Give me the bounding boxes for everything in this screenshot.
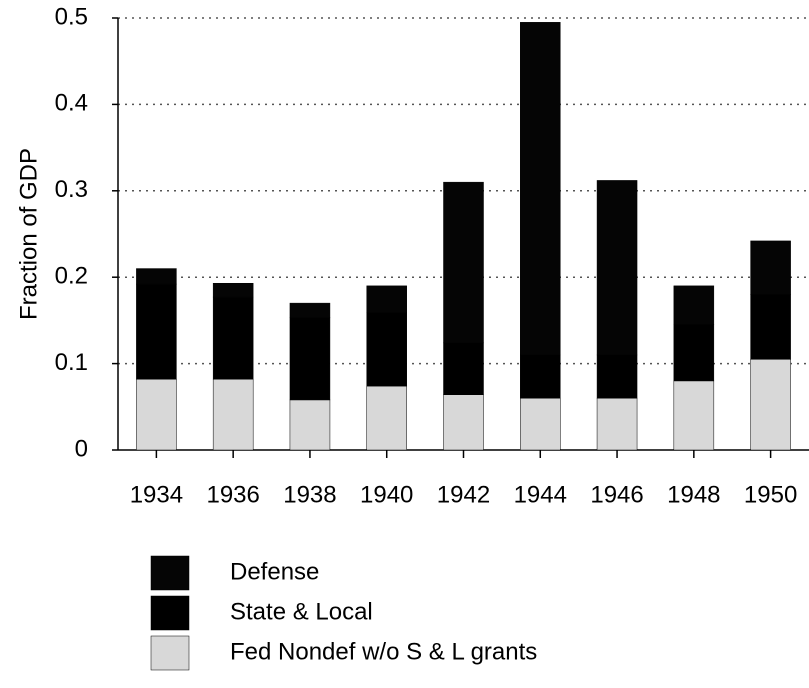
x-tick-label: 1948 bbox=[667, 481, 720, 508]
bar-segment bbox=[366, 312, 407, 387]
x-tick-label: 1934 bbox=[130, 481, 183, 508]
bar-segment bbox=[520, 397, 561, 451]
y-axis-label: Fraction of GDP bbox=[15, 148, 42, 320]
bar-segment bbox=[443, 394, 484, 451]
bar-segment bbox=[673, 285, 715, 325]
x-tick-label: 1936 bbox=[206, 481, 259, 508]
bar-segment bbox=[136, 268, 177, 285]
x-tick-label: 1942 bbox=[437, 481, 490, 508]
y-tick-label: 0.5 bbox=[55, 3, 88, 30]
bar-segment bbox=[596, 180, 638, 356]
y-tick-label: 0 bbox=[75, 435, 88, 462]
legend-swatch bbox=[150, 595, 190, 631]
x-tick-label: 1938 bbox=[283, 481, 336, 508]
bar-segment bbox=[366, 385, 407, 451]
bar-segment bbox=[750, 359, 791, 451]
bar-segment bbox=[136, 283, 177, 380]
bar-segment bbox=[136, 378, 177, 451]
bar-segment bbox=[289, 302, 331, 319]
y-tick-label: 0.4 bbox=[55, 90, 88, 117]
bar-segment bbox=[366, 285, 407, 313]
x-tick-label: 1944 bbox=[514, 481, 567, 508]
bar-segment bbox=[673, 380, 715, 451]
bar-segment bbox=[212, 378, 254, 451]
bar-segment bbox=[596, 354, 638, 399]
legend-label: Defense bbox=[230, 558, 319, 585]
bar-segment bbox=[750, 240, 791, 295]
legend-label: Fed Nondef w/o S & L grants bbox=[230, 638, 537, 665]
bar-segment bbox=[443, 342, 484, 395]
bar-segment bbox=[443, 181, 484, 344]
bar-segment bbox=[596, 397, 638, 451]
x-tick-label: 1950 bbox=[744, 481, 797, 508]
y-tick-label: 0.2 bbox=[55, 263, 88, 290]
bar-segment bbox=[520, 22, 561, 356]
bar-segment bbox=[673, 324, 715, 382]
bar-segment bbox=[212, 282, 254, 298]
bar-segment bbox=[289, 317, 331, 401]
bar-segment bbox=[750, 294, 791, 360]
x-tick-label: 1946 bbox=[590, 481, 643, 508]
bar-segment bbox=[212, 296, 254, 380]
legend-label: State & Local bbox=[230, 598, 373, 625]
legend-swatch bbox=[150, 555, 190, 591]
y-tick-label: 0.3 bbox=[55, 176, 88, 203]
y-tick-label: 0.1 bbox=[55, 349, 88, 376]
bar-segment bbox=[520, 354, 561, 399]
x-tick-label: 1940 bbox=[360, 481, 413, 508]
bar-segment bbox=[289, 399, 331, 451]
legend-swatch bbox=[150, 635, 190, 671]
